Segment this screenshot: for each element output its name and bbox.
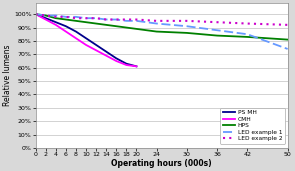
- HPS: [64, 18, 68, 21]
- HPS: [94, 23, 98, 25]
- CMH: [104, 55, 108, 57]
- LED example 2: [124, 18, 128, 21]
- LED example 2: [94, 17, 98, 19]
- LED example 1: [104, 18, 108, 21]
- CMH: [124, 64, 128, 66]
- HPS: [245, 36, 249, 38]
- LED example 1: [94, 17, 98, 19]
- Line: LED example 1: LED example 1: [36, 14, 288, 49]
- LED example 2: [84, 17, 88, 19]
- LED example 1: [286, 48, 289, 50]
- Legend: PS MH, CMH, HPS, LED example 1, LED example 2: PS MH, CMH, HPS, LED example 1, LED exam…: [220, 108, 285, 144]
- LED example 1: [54, 15, 58, 17]
- CMH: [114, 60, 118, 62]
- HPS: [44, 15, 47, 17]
- Y-axis label: Relative lumens: Relative lumens: [4, 45, 12, 107]
- HPS: [104, 24, 108, 26]
- PS MH: [34, 13, 37, 15]
- PS MH: [94, 44, 98, 46]
- X-axis label: Operating hours (000s): Operating hours (000s): [111, 159, 212, 168]
- PS MH: [114, 57, 118, 59]
- HPS: [84, 21, 88, 23]
- CMH: [44, 18, 47, 21]
- CMH: [84, 44, 88, 46]
- LED example 2: [185, 20, 189, 22]
- PS MH: [44, 17, 47, 19]
- LED example 2: [155, 20, 158, 22]
- PS MH: [124, 63, 128, 65]
- LED example 1: [124, 20, 128, 22]
- LED example 1: [245, 33, 249, 35]
- HPS: [124, 27, 128, 29]
- Line: CMH: CMH: [36, 14, 137, 66]
- LED example 1: [74, 16, 78, 18]
- LED example 1: [64, 16, 68, 18]
- PS MH: [104, 51, 108, 53]
- LED example 2: [64, 16, 68, 18]
- HPS: [34, 13, 37, 15]
- Line: PS MH: PS MH: [36, 14, 137, 66]
- LED example 2: [34, 13, 37, 15]
- HPS: [185, 32, 189, 34]
- LED example 1: [185, 25, 189, 27]
- LED example 2: [135, 18, 138, 21]
- LED example 2: [114, 18, 118, 21]
- PS MH: [135, 65, 138, 67]
- Line: HPS: HPS: [36, 14, 288, 40]
- LED example 1: [84, 17, 88, 19]
- LED example 1: [135, 20, 138, 22]
- PS MH: [74, 31, 78, 33]
- LED example 2: [104, 18, 108, 21]
- LED example 1: [34, 13, 37, 15]
- LED example 2: [44, 15, 47, 17]
- PS MH: [54, 21, 58, 23]
- LED example 1: [155, 23, 158, 25]
- CMH: [94, 49, 98, 51]
- LED example 2: [215, 21, 219, 23]
- LED example 1: [44, 15, 47, 17]
- CMH: [34, 13, 37, 15]
- LED example 1: [114, 18, 118, 21]
- HPS: [114, 25, 118, 27]
- CMH: [135, 65, 138, 67]
- HPS: [54, 17, 58, 19]
- CMH: [54, 24, 58, 26]
- CMH: [64, 31, 68, 33]
- LED example 2: [74, 17, 78, 19]
- HPS: [155, 31, 158, 33]
- PS MH: [64, 25, 68, 27]
- HPS: [74, 20, 78, 22]
- HPS: [135, 28, 138, 30]
- HPS: [215, 35, 219, 37]
- PS MH: [84, 37, 88, 39]
- CMH: [74, 37, 78, 39]
- HPS: [286, 39, 289, 41]
- Line: LED example 2: LED example 2: [36, 14, 288, 25]
- LED example 1: [215, 29, 219, 31]
- LED example 2: [54, 16, 58, 18]
- LED example 2: [286, 24, 289, 26]
- LED example 2: [245, 23, 249, 25]
